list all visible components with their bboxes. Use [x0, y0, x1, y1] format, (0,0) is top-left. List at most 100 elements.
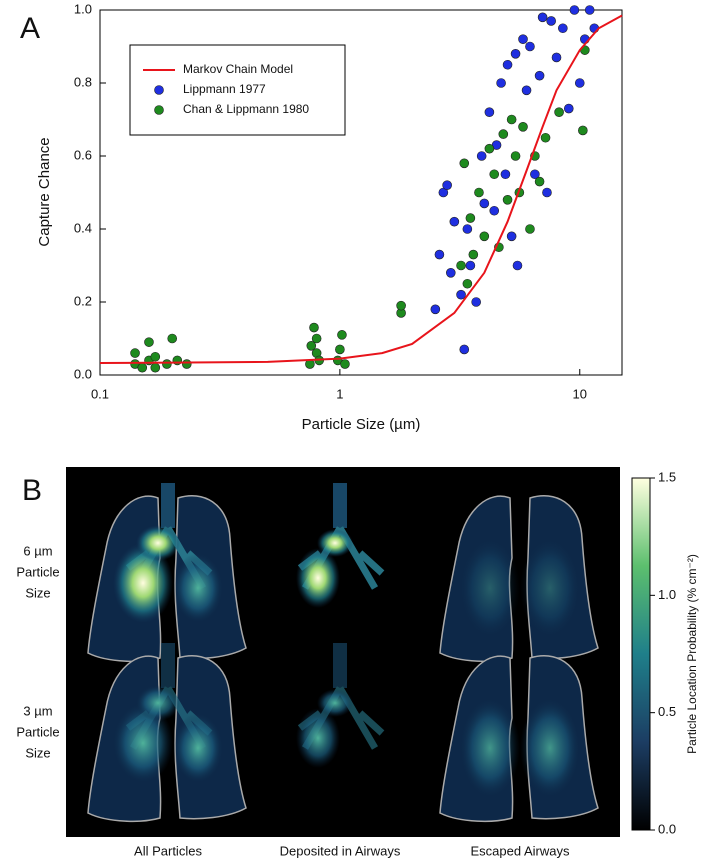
lung-image: [296, 643, 382, 768]
lung-image: [87, 643, 247, 823]
model-line: [99, 14, 623, 364]
data-point: [137, 362, 148, 373]
hotspot: [113, 543, 173, 623]
plot-frame: [99, 9, 623, 376]
legend-items: Markov Chain Model Lippmann 1977 Chan & Li…: [143, 62, 309, 116]
panel-label: A: [20, 12, 40, 45]
data-point: [558, 23, 568, 34]
data-point: [510, 151, 521, 161]
hotspot: [173, 713, 223, 783]
data-point: [474, 187, 484, 198]
row-label: 3 µm: [23, 703, 52, 718]
hotspot: [296, 548, 340, 608]
data-point: [471, 297, 481, 307]
data-point: [569, 5, 580, 15]
data-point: [551, 52, 562, 63]
hotspot: [317, 689, 353, 717]
x-tick-label: 1: [336, 386, 343, 401]
y-tick-label: 0.8: [74, 74, 92, 89]
data-point: [306, 340, 317, 351]
data-point: [554, 107, 564, 117]
colorbar-tick-label: 1.0: [658, 587, 676, 602]
data-point: [534, 70, 545, 81]
data-point: [518, 122, 528, 132]
x-axis-label: Particle Size (µm): [302, 416, 421, 433]
row-label: Particle: [16, 724, 59, 739]
data-point: [484, 143, 495, 154]
y-tick-label: 0.6: [74, 147, 92, 162]
data-point: [476, 151, 487, 161]
legend-label: Lippmann 1977: [183, 82, 266, 96]
panel-label: B: [22, 474, 42, 507]
data-point: [479, 198, 490, 209]
data-point: [309, 322, 319, 333]
colorbar-label: Particle Location Probability (% cm⁻²): [685, 554, 699, 754]
lung-images: [87, 483, 599, 823]
data-point: [521, 85, 532, 96]
column-label: All Particles: [134, 843, 202, 858]
colorbar: [631, 477, 651, 831]
data-point: [459, 344, 470, 355]
data-point: [506, 231, 517, 242]
data-point: [510, 48, 521, 59]
y-tick-label: 0.2: [74, 293, 92, 308]
data-point: [468, 249, 479, 260]
data-point: [335, 344, 345, 355]
lung-image: [439, 494, 599, 663]
lung-image: [439, 654, 599, 823]
legend-swatch: [154, 85, 164, 95]
y-tick-label: 1.0: [74, 1, 92, 16]
data-point: [540, 132, 551, 143]
data-point: [518, 34, 528, 45]
data-point: [162, 359, 172, 369]
data-point: [462, 278, 473, 289]
data-point: [484, 107, 495, 117]
data-point: [456, 289, 466, 300]
data-point: [537, 12, 548, 23]
hotspot: [136, 685, 180, 721]
colorbar-tick-label: 0.0: [658, 821, 676, 836]
hotspot: [520, 538, 580, 638]
data-point: [456, 260, 466, 271]
data-point: [534, 176, 545, 187]
hotspot: [460, 538, 520, 638]
data-point: [130, 348, 140, 358]
data-point: [502, 195, 513, 205]
data-point: [489, 169, 500, 180]
y-tick-label: 0.4: [74, 220, 92, 235]
data-point: [430, 304, 441, 315]
legend-label: Markov Chain Model: [183, 62, 293, 76]
data-point: [462, 224, 473, 234]
data-point: [396, 300, 406, 311]
data-point: [465, 213, 476, 223]
data-point: [563, 103, 574, 114]
data-point: [465, 260, 476, 271]
data-point: [445, 267, 456, 278]
data-point: [459, 158, 470, 169]
data-point: [498, 129, 509, 139]
x-tick-label: 0.1: [91, 386, 109, 401]
y-axis-label: Capture Chance: [36, 137, 53, 246]
data-point: [525, 41, 535, 52]
data-point: [542, 187, 552, 198]
column-label: Escaped Airways: [471, 843, 570, 858]
data-point: [578, 125, 588, 136]
row-label: 6 µm: [23, 543, 52, 558]
data-point: [181, 359, 192, 369]
row-label: Size: [25, 585, 50, 600]
data-point: [340, 359, 350, 369]
legend-swatch: [154, 105, 164, 115]
lung-image: [87, 483, 247, 663]
colorbar-tick-label: 1.5: [658, 469, 676, 484]
data-point: [512, 260, 523, 271]
data-point: [434, 249, 445, 260]
colorbar-tick-label: 0.5: [658, 704, 676, 719]
hotspot: [113, 703, 173, 783]
data-point: [479, 231, 490, 242]
data-point: [506, 114, 517, 125]
data-point: [525, 224, 535, 234]
data-point: [496, 78, 506, 88]
legend-label: Chan & Lippmann 1980: [183, 102, 309, 116]
data-point: [530, 169, 540, 180]
